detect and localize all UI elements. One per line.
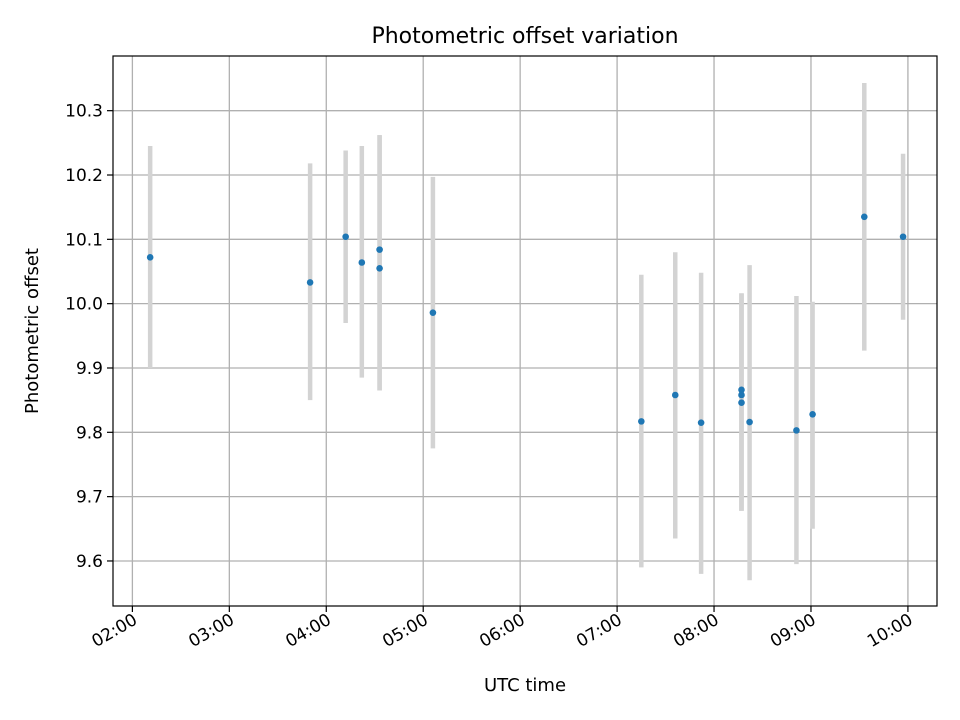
- y-tick-label: 9.7: [76, 488, 103, 508]
- y-tick-label: 9.8: [76, 423, 103, 443]
- data-point: [697, 419, 705, 426]
- data-point: [746, 418, 753, 426]
- x-tick-label: 02:00: [88, 610, 140, 652]
- x-tick-label: 06:00: [476, 610, 528, 652]
- x-tick-label: 05:00: [379, 610, 431, 652]
- data-point: [146, 254, 154, 261]
- x-tick-label: 09:00: [767, 610, 819, 652]
- y-tick-label: 9.9: [76, 359, 103, 379]
- x-axis-title: UTC time: [484, 675, 566, 696]
- x-tick-label: 08:00: [670, 610, 722, 652]
- grid: [113, 56, 937, 606]
- data-point: [342, 233, 349, 241]
- y-tick-label: 10.2: [65, 166, 103, 186]
- plot-area-frame: [112, 55, 938, 607]
- y-tick-label: 10.3: [65, 102, 103, 122]
- data-point: [899, 233, 907, 241]
- y-tick-label: 10.1: [65, 230, 103, 250]
- errorbars: [147, 83, 906, 581]
- data-point: [738, 391, 745, 399]
- x-tick-label: 03:00: [185, 610, 237, 652]
- chart-title: Photometric offset variation: [371, 24, 678, 49]
- data-point: [738, 386, 745, 394]
- y-tick-label: 10.0: [65, 295, 103, 315]
- y-axis: 9.6 9.7 9.8 9.9 10.0 10.1 10.2 10.3: [65, 102, 113, 572]
- data-point: [793, 427, 800, 434]
- x-tick-label: 10:00: [864, 610, 916, 652]
- x-axis: 02:00 03:00 04:00 05:00 06:00 07:00 08:00 09:00…: [88, 606, 916, 652]
- x-tick-label: 04:00: [282, 610, 334, 652]
- x-tick-label: 07:00: [573, 610, 625, 652]
- data-point: [671, 391, 679, 399]
- data-point: [738, 399, 745, 407]
- data-point: [638, 418, 645, 425]
- data-point: [860, 213, 868, 221]
- data-points: [146, 213, 907, 434]
- data-point: [809, 411, 816, 418]
- y-tick-label: 9.6: [76, 552, 103, 572]
- data-point: [376, 246, 383, 253]
- data-point: [376, 264, 383, 272]
- y-axis-title: Photometric offset: [22, 248, 43, 414]
- data-point: [358, 259, 366, 266]
- data-point: [306, 279, 314, 286]
- data-point: [429, 309, 437, 316]
